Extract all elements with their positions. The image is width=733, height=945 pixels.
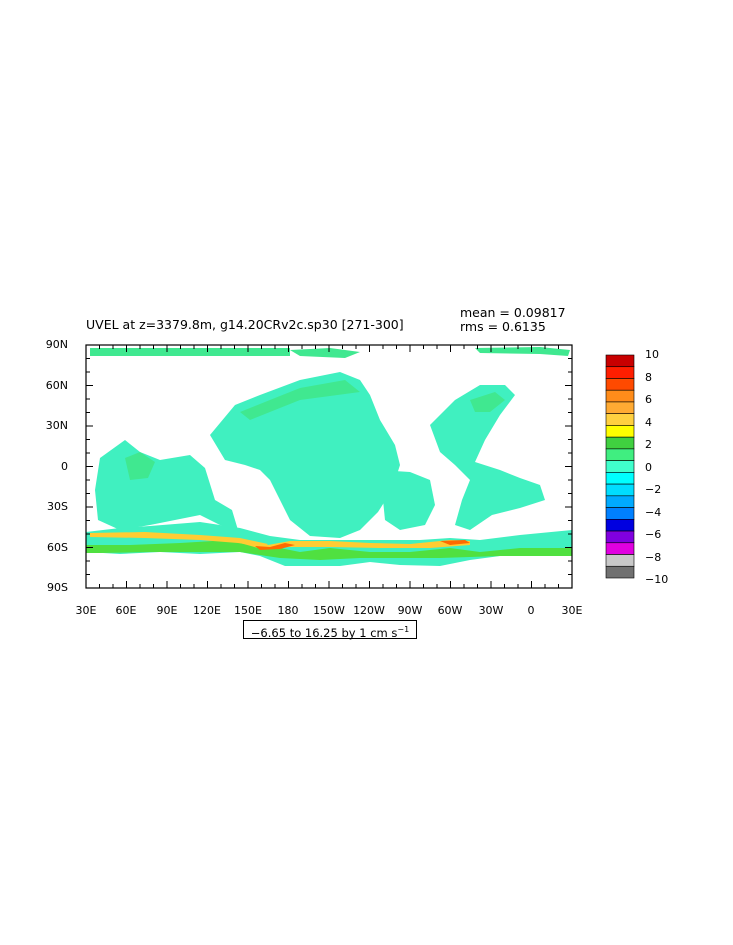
lon-label-150e: 150E <box>234 604 262 617</box>
colorbar-label-neg2: −2 <box>645 483 662 496</box>
lon-label-30e: 30E <box>75 604 97 617</box>
lat-label-60s: 60S <box>47 541 68 554</box>
lon-label-60e: 60E <box>115 604 137 617</box>
antarctic-circumpolar-current <box>90 532 268 547</box>
axis-ticks <box>85 344 573 589</box>
lon-label-30e-right: 30E <box>561 604 583 617</box>
mean-stat: mean = 0.09817 <box>460 305 566 320</box>
lat-label-0: 0 <box>61 460 68 473</box>
indian-ocean-region <box>125 452 155 480</box>
antarctic-circumpolar-current <box>440 540 470 545</box>
colorbar-swatch <box>605 519 635 532</box>
colorbar-label-neg10: −10 <box>645 573 669 586</box>
lat-label-90n: 90N <box>45 338 68 351</box>
lon-label-90e: 90E <box>156 604 178 617</box>
arctic-region <box>475 347 570 356</box>
colorbar-swatch <box>605 483 635 497</box>
atlantic-ocean-region <box>430 385 545 530</box>
contour-range-unit-exponent: −1 <box>397 625 410 634</box>
lat-label-60n: 60N <box>45 379 68 392</box>
colorbar-label-2: 2 <box>645 438 652 451</box>
antarctic-circumpolar-current <box>240 540 470 549</box>
colorbar-label-0: 0 <box>645 461 652 474</box>
colorbar-swatch <box>605 542 635 555</box>
indian-ocean-region <box>95 440 238 530</box>
antarctic-circumpolar-current <box>255 543 295 550</box>
contour-range-text: −6.65 to 16.25 by 1 cm s <box>250 625 398 640</box>
colorbar-swatch <box>605 448 635 461</box>
lon-label-0: 0 <box>527 604 535 617</box>
colorbar-label-4: 4 <box>645 416 652 429</box>
arctic-region <box>290 348 360 358</box>
colorbar-swatch <box>605 378 635 391</box>
lon-label-120w: 120W <box>353 604 385 617</box>
colorbar-swatch <box>605 460 635 473</box>
colorbar-label-neg8: −8 <box>645 551 662 564</box>
contour-range-label: −6.65 to 16.25 by 1 cm s−1 <box>243 620 417 640</box>
lon-label-90w: 90W <box>397 604 423 617</box>
colorbar-swatch <box>605 354 635 368</box>
pacific-ocean-region <box>240 380 360 420</box>
colorbar-label-neg4: −4 <box>645 506 662 519</box>
colorbar-label-6: 6 <box>645 393 652 406</box>
lon-label-150w: 150W <box>313 604 345 617</box>
velocity-field <box>86 347 572 566</box>
pacific-ocean-region <box>380 470 435 530</box>
colorbar-swatch <box>605 436 635 450</box>
colorbar-label-8: 8 <box>645 371 652 384</box>
lon-label-120e: 120E <box>193 604 221 617</box>
lon-label-60w: 60W <box>437 604 463 617</box>
southern-ocean-region <box>86 540 572 560</box>
plot-title: UVEL at z=3379.8m, g14.20CRv2c.sp30 [271… <box>86 317 404 332</box>
arctic-region <box>90 348 290 356</box>
colorbar-swatch <box>605 530 635 544</box>
colorbar-swatch <box>605 413 635 426</box>
colorbar-swatch <box>605 507 635 520</box>
colorbar-swatch <box>605 472 635 485</box>
lat-label-90s: 90S <box>47 581 68 594</box>
colorbar-swatch <box>605 495 635 508</box>
rms-stat: rms = 0.6135 <box>460 319 546 334</box>
lat-label-30s: 30S <box>47 500 68 513</box>
atlantic-ocean-region <box>470 392 505 412</box>
colorbar-swatch <box>605 565 635 579</box>
colorbar-swatch <box>605 401 635 414</box>
colorbar-label-neg6: −6 <box>645 528 662 541</box>
colorbar-swatch <box>605 389 635 403</box>
lon-label-180: 180 <box>277 604 299 617</box>
colorbar-swatch <box>605 554 635 567</box>
lat-label-30n: 30N <box>45 419 68 432</box>
colorbar-swatch <box>605 366 635 379</box>
colorbar-label-10: 10 <box>645 348 659 361</box>
lon-label-30w: 30W <box>478 604 504 617</box>
colorbar <box>605 354 635 579</box>
colorbar-swatch <box>605 425 635 438</box>
